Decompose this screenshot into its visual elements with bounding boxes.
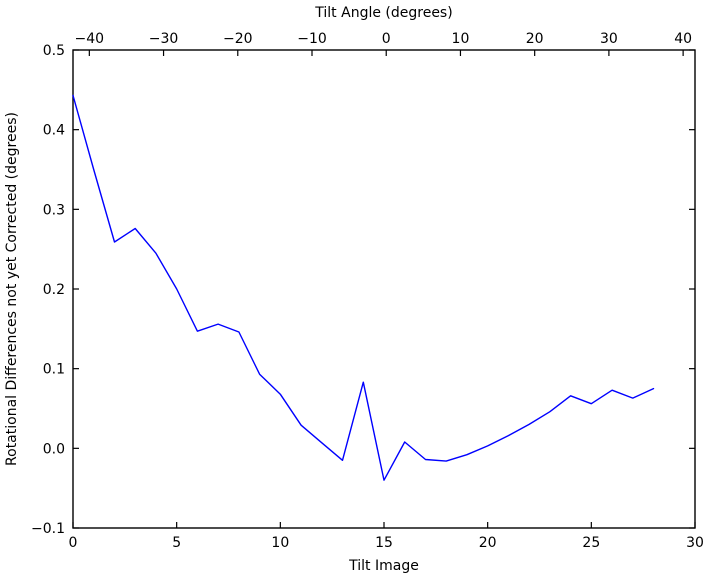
y-tick-label: 0.3 bbox=[43, 202, 65, 218]
data-line bbox=[72, 94, 655, 481]
top-axis-label: Tilt Angle (degrees) bbox=[314, 5, 452, 21]
left-axis-ticks: −0.1 0.0 0.1 0.2 0.3 0.4 0.5 bbox=[31, 43, 79, 537]
y-tick-label: 0.1 bbox=[43, 362, 65, 378]
top-tick-label: 20 bbox=[526, 31, 544, 47]
y-tick-label: 0.0 bbox=[43, 441, 65, 457]
plot-area bbox=[72, 49, 696, 529]
y-tick-label: 0.2 bbox=[43, 282, 65, 298]
y-tick-label: 0.5 bbox=[43, 43, 65, 59]
top-tick-label: 0 bbox=[382, 31, 391, 47]
top-tick-label: 40 bbox=[674, 31, 692, 47]
top-tick-label: 30 bbox=[600, 31, 618, 47]
x-tick-label: 5 bbox=[172, 535, 181, 551]
x-tick-label: 25 bbox=[582, 535, 600, 551]
top-tick-label: −30 bbox=[149, 31, 179, 47]
bottom-axis-label: Tilt Image bbox=[348, 558, 419, 574]
top-tick-label: −40 bbox=[75, 31, 105, 47]
x-tick-label: 15 bbox=[375, 535, 393, 551]
right-axis-ticks bbox=[689, 49, 695, 529]
top-tick-label: −10 bbox=[297, 31, 327, 47]
y-tick-label: 0.4 bbox=[43, 123, 65, 139]
x-tick-label: 0 bbox=[69, 535, 78, 551]
top-tick-label: 10 bbox=[452, 31, 470, 47]
bottom-axis-ticks: 0 5 10 15 20 25 30 bbox=[69, 522, 704, 551]
x-tick-label: 10 bbox=[271, 535, 289, 551]
x-tick-label: 20 bbox=[479, 535, 497, 551]
top-tick-label: −20 bbox=[223, 31, 253, 47]
x-tick-label: 30 bbox=[686, 535, 704, 551]
y-tick-label: −0.1 bbox=[31, 521, 65, 537]
left-axis-label: Rotational Differences not yet Corrected… bbox=[4, 112, 20, 466]
top-axis-ticks: −40 −30 −20 −10 0 10 20 30 40 bbox=[75, 31, 692, 56]
